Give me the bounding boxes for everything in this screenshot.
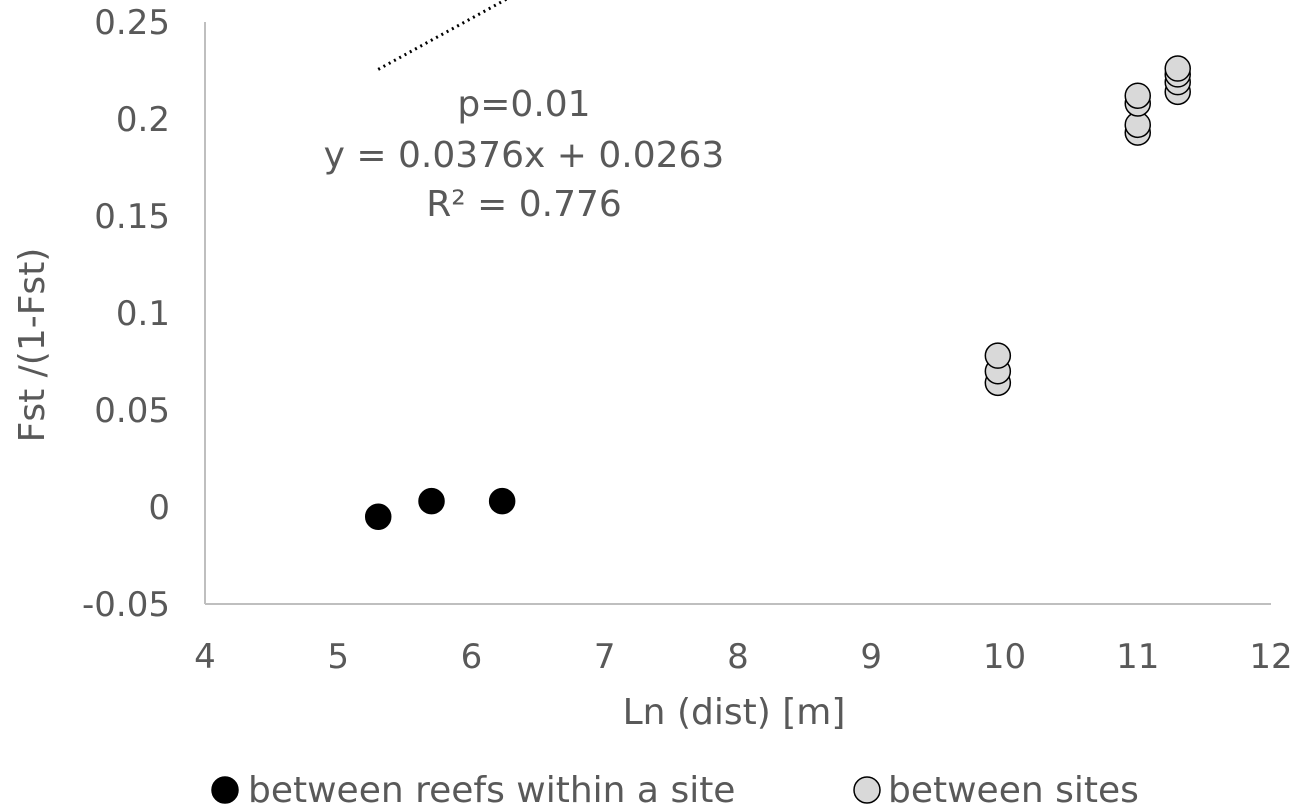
trendline-group	[377, 0, 509, 71]
legend-label-reefs: between reefs within a site	[248, 770, 735, 810]
x-tick-label: 7	[594, 637, 616, 677]
x-tick-label: 11	[1116, 637, 1159, 677]
point-reefs	[418, 487, 445, 515]
r-squared-label: R² = 0.776	[426, 184, 622, 225]
x-tick-label: 9	[860, 637, 882, 677]
tick-labels: 4 5 6 7 8 9 10 11 12 -0.05 0 0.05 0.1 0.15 0.2 0.25	[82, 3, 1291, 677]
x-axis-title: Ln (dist) [m]	[623, 692, 846, 733]
point-sites	[1124, 82, 1151, 109]
legend: between reefs within a site between site…	[211, 770, 1139, 810]
regression-equation: y = 0.0376x + 0.0263	[324, 135, 725, 176]
axes	[204, 22, 1271, 605]
p-value-label: p=0.01	[457, 84, 590, 125]
x-tick-label: 8	[727, 637, 749, 677]
x-tick-label: 6	[461, 637, 483, 677]
y-tick-label: 0.05	[94, 391, 170, 431]
x-tick-label: 10	[983, 637, 1026, 677]
y-tick-label: 0.15	[94, 197, 170, 237]
point-sites	[984, 342, 1012, 369]
trendline	[377, 0, 509, 71]
legend-marker-sites	[853, 776, 881, 804]
point-reefs	[488, 487, 516, 515]
y-axis-title: Fst /(1-Fst)	[12, 248, 53, 443]
y-tick-label: 0.1	[116, 294, 170, 334]
x-tick-label: 12	[1249, 637, 1291, 677]
point-reefs	[364, 503, 392, 530]
y-tick-label: 0	[148, 488, 170, 528]
equation-annotation: p=0.01 y = 0.0376x + 0.0263 R² = 0.776	[324, 84, 725, 225]
x-tick-label: 5	[327, 637, 349, 677]
y-tick-label: -0.05	[82, 585, 170, 625]
legend-marker-reefs	[211, 776, 239, 804]
x-tick-label: 4	[194, 637, 216, 677]
point-sites	[1164, 55, 1191, 82]
y-tick-label: 0.25	[94, 3, 170, 43]
y-tick-label: 0.2	[116, 100, 170, 140]
data-points	[364, 55, 1191, 530]
legend-label-sites: between sites	[888, 770, 1139, 810]
